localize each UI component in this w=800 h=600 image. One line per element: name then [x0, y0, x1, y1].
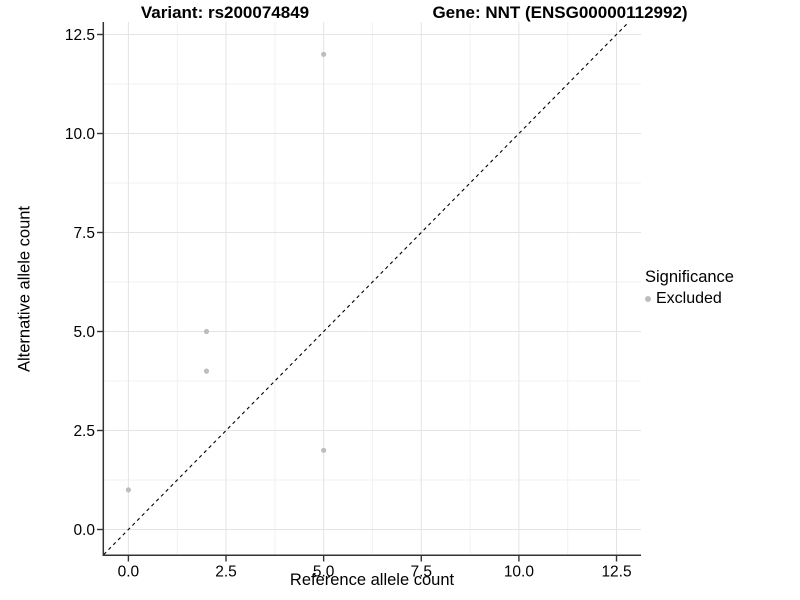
legend-key-circle-icon	[645, 296, 651, 302]
y-tick-label: 10.0	[65, 126, 96, 143]
y-tick-label: 0.0	[73, 522, 95, 539]
data-point	[203, 328, 210, 335]
gene-title: Gene: NNT (ENSG00000112992)	[432, 3, 688, 22]
variant-title: Variant: rs200074849	[140, 3, 310, 22]
identity-line	[103, 21, 630, 555]
legend: Significance Excluded	[645, 268, 734, 308]
legend-entry: Excluded	[645, 290, 734, 308]
y-tick-label: 7.5	[73, 225, 95, 242]
data-point	[125, 487, 131, 493]
x-axis-title: Reference allele count	[289, 571, 455, 589]
x-tick-label: 5.0	[313, 564, 335, 581]
legend-title: Significance	[645, 268, 734, 286]
x-tick-label: 0.0	[118, 564, 140, 581]
data-point	[321, 447, 327, 453]
y-tick-label: 2.5	[73, 423, 95, 440]
x-tick-label: 2.5	[215, 564, 237, 581]
data-point	[203, 368, 210, 374]
y-axis-title: Alternative allele count	[15, 205, 34, 373]
data-point	[321, 51, 327, 57]
x-tick-label: 12.5	[601, 564, 631, 581]
x-tick-label: 10.0	[504, 564, 535, 581]
y-tick-label: 12.5	[65, 27, 95, 44]
legend-entry-label: Excluded	[656, 290, 722, 307]
x-tick-label: 7.5	[410, 564, 432, 581]
y-tick-label: 5.0	[73, 324, 95, 341]
